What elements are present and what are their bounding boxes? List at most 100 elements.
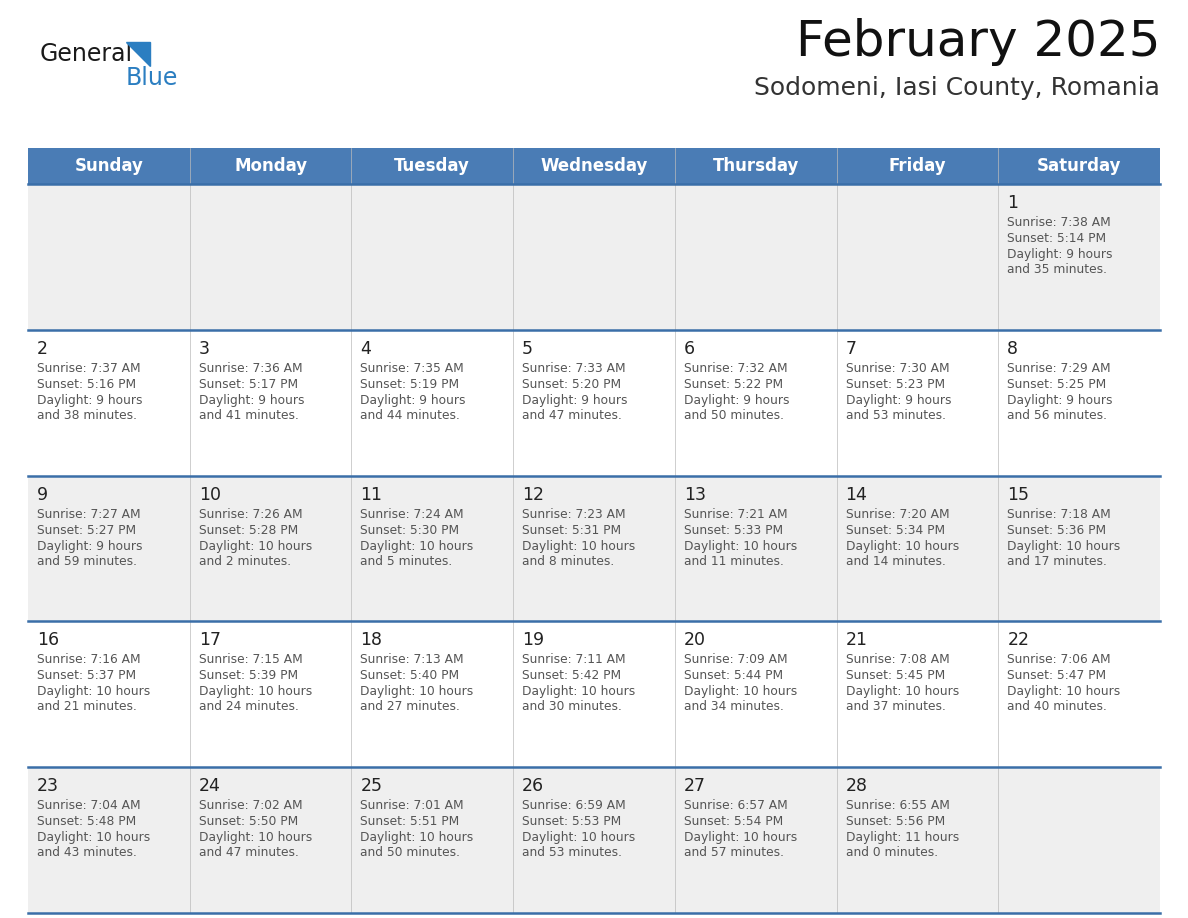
Text: Sunrise: 7:38 AM: Sunrise: 7:38 AM bbox=[1007, 216, 1111, 229]
Text: Sunrise: 6:59 AM: Sunrise: 6:59 AM bbox=[523, 800, 626, 812]
Text: Sunset: 5:30 PM: Sunset: 5:30 PM bbox=[360, 523, 460, 537]
Text: Daylight: 10 hours
and 47 minutes.: Daylight: 10 hours and 47 minutes. bbox=[198, 831, 312, 859]
Text: 17: 17 bbox=[198, 632, 221, 649]
Text: Daylight: 10 hours
and 21 minutes.: Daylight: 10 hours and 21 minutes. bbox=[37, 686, 150, 713]
Text: Sunset: 5:40 PM: Sunset: 5:40 PM bbox=[360, 669, 460, 682]
Text: Wednesday: Wednesday bbox=[541, 157, 647, 175]
Text: Daylight: 10 hours
and 24 minutes.: Daylight: 10 hours and 24 minutes. bbox=[198, 686, 312, 713]
Text: Sunrise: 7:06 AM: Sunrise: 7:06 AM bbox=[1007, 654, 1111, 666]
Bar bbox=[29, 184, 1159, 330]
Text: Sunset: 5:34 PM: Sunset: 5:34 PM bbox=[846, 523, 944, 537]
Text: Sunset: 5:47 PM: Sunset: 5:47 PM bbox=[1007, 669, 1106, 682]
Text: Thursday: Thursday bbox=[713, 157, 798, 175]
Text: Sunset: 5:53 PM: Sunset: 5:53 PM bbox=[523, 815, 621, 828]
Text: Sunrise: 7:26 AM: Sunrise: 7:26 AM bbox=[198, 508, 302, 521]
Text: Sunrise: 7:08 AM: Sunrise: 7:08 AM bbox=[846, 654, 949, 666]
Text: Sodomeni, Iasi County, Romania: Sodomeni, Iasi County, Romania bbox=[754, 76, 1159, 100]
Bar bbox=[29, 330, 1159, 476]
Text: Sunrise: 6:57 AM: Sunrise: 6:57 AM bbox=[684, 800, 788, 812]
Text: Daylight: 10 hours
and 57 minutes.: Daylight: 10 hours and 57 minutes. bbox=[684, 831, 797, 859]
Text: Sunset: 5:19 PM: Sunset: 5:19 PM bbox=[360, 378, 460, 391]
Bar bbox=[29, 476, 1159, 621]
Text: Friday: Friday bbox=[889, 157, 946, 175]
Text: Daylight: 10 hours
and 37 minutes.: Daylight: 10 hours and 37 minutes. bbox=[846, 686, 959, 713]
Text: Sunrise: 7:23 AM: Sunrise: 7:23 AM bbox=[523, 508, 626, 521]
Text: 10: 10 bbox=[198, 486, 221, 504]
Text: 18: 18 bbox=[360, 632, 383, 649]
Text: Sunset: 5:51 PM: Sunset: 5:51 PM bbox=[360, 815, 460, 828]
Text: Sunset: 5:20 PM: Sunset: 5:20 PM bbox=[523, 378, 621, 391]
Text: 27: 27 bbox=[684, 778, 706, 795]
Text: Sunrise: 7:33 AM: Sunrise: 7:33 AM bbox=[523, 362, 626, 375]
Text: Daylight: 10 hours
and 8 minutes.: Daylight: 10 hours and 8 minutes. bbox=[523, 540, 636, 567]
Text: 13: 13 bbox=[684, 486, 706, 504]
Text: 21: 21 bbox=[846, 632, 867, 649]
Text: Daylight: 10 hours
and 53 minutes.: Daylight: 10 hours and 53 minutes. bbox=[523, 831, 636, 859]
Text: Daylight: 9 hours
and 41 minutes.: Daylight: 9 hours and 41 minutes. bbox=[198, 394, 304, 421]
Text: Sunset: 5:39 PM: Sunset: 5:39 PM bbox=[198, 669, 298, 682]
Text: Daylight: 10 hours
and 27 minutes.: Daylight: 10 hours and 27 minutes. bbox=[360, 686, 474, 713]
Text: Daylight: 9 hours
and 47 minutes.: Daylight: 9 hours and 47 minutes. bbox=[523, 394, 627, 421]
Text: General: General bbox=[40, 42, 133, 66]
Text: Sunset: 5:33 PM: Sunset: 5:33 PM bbox=[684, 523, 783, 537]
Bar bbox=[29, 148, 1159, 184]
Text: Daylight: 10 hours
and 40 minutes.: Daylight: 10 hours and 40 minutes. bbox=[1007, 686, 1120, 713]
Text: 11: 11 bbox=[360, 486, 383, 504]
Text: Sunset: 5:48 PM: Sunset: 5:48 PM bbox=[37, 815, 137, 828]
Text: Sunrise: 7:11 AM: Sunrise: 7:11 AM bbox=[523, 654, 626, 666]
Text: Sunrise: 7:36 AM: Sunrise: 7:36 AM bbox=[198, 362, 302, 375]
Text: Sunday: Sunday bbox=[75, 157, 144, 175]
Text: Sunset: 5:27 PM: Sunset: 5:27 PM bbox=[37, 523, 137, 537]
Text: Sunset: 5:56 PM: Sunset: 5:56 PM bbox=[846, 815, 944, 828]
Text: Daylight: 10 hours
and 17 minutes.: Daylight: 10 hours and 17 minutes. bbox=[1007, 540, 1120, 567]
Text: Sunset: 5:50 PM: Sunset: 5:50 PM bbox=[198, 815, 298, 828]
Text: Sunrise: 7:20 AM: Sunrise: 7:20 AM bbox=[846, 508, 949, 521]
Text: Daylight: 10 hours
and 30 minutes.: Daylight: 10 hours and 30 minutes. bbox=[523, 686, 636, 713]
Text: 5: 5 bbox=[523, 340, 533, 358]
Text: #1a1a1a: #1a1a1a bbox=[40, 39, 46, 40]
Text: Tuesday: Tuesday bbox=[394, 157, 470, 175]
Text: Sunset: 5:28 PM: Sunset: 5:28 PM bbox=[198, 523, 298, 537]
Text: 7: 7 bbox=[846, 340, 857, 358]
Text: Sunrise: 7:09 AM: Sunrise: 7:09 AM bbox=[684, 654, 788, 666]
Bar bbox=[29, 621, 1159, 767]
Text: Sunrise: 7:01 AM: Sunrise: 7:01 AM bbox=[360, 800, 465, 812]
Text: Daylight: 9 hours
and 59 minutes.: Daylight: 9 hours and 59 minutes. bbox=[37, 540, 143, 567]
Text: Sunset: 5:36 PM: Sunset: 5:36 PM bbox=[1007, 523, 1106, 537]
Text: Daylight: 9 hours
and 44 minutes.: Daylight: 9 hours and 44 minutes. bbox=[360, 394, 466, 421]
Text: Daylight: 10 hours
and 2 minutes.: Daylight: 10 hours and 2 minutes. bbox=[198, 540, 312, 567]
Text: Sunset: 5:23 PM: Sunset: 5:23 PM bbox=[846, 378, 944, 391]
Text: Sunrise: 7:27 AM: Sunrise: 7:27 AM bbox=[37, 508, 140, 521]
Bar bbox=[29, 767, 1159, 913]
Text: Daylight: 9 hours
and 56 minutes.: Daylight: 9 hours and 56 minutes. bbox=[1007, 394, 1113, 421]
Text: Sunrise: 7:30 AM: Sunrise: 7:30 AM bbox=[846, 362, 949, 375]
Text: 4: 4 bbox=[360, 340, 372, 358]
Text: Daylight: 10 hours
and 5 minutes.: Daylight: 10 hours and 5 minutes. bbox=[360, 540, 474, 567]
Text: 16: 16 bbox=[37, 632, 59, 649]
Text: Sunrise: 7:35 AM: Sunrise: 7:35 AM bbox=[360, 362, 465, 375]
Text: Sunrise: 7:18 AM: Sunrise: 7:18 AM bbox=[1007, 508, 1111, 521]
Text: Sunset: 5:16 PM: Sunset: 5:16 PM bbox=[37, 378, 137, 391]
Text: February 2025: February 2025 bbox=[796, 18, 1159, 66]
Text: 2: 2 bbox=[37, 340, 48, 358]
Text: Daylight: 9 hours
and 35 minutes.: Daylight: 9 hours and 35 minutes. bbox=[1007, 248, 1113, 276]
Text: Sunset: 5:31 PM: Sunset: 5:31 PM bbox=[523, 523, 621, 537]
Text: Sunrise: 7:15 AM: Sunrise: 7:15 AM bbox=[198, 654, 303, 666]
Text: Sunrise: 7:29 AM: Sunrise: 7:29 AM bbox=[1007, 362, 1111, 375]
Text: 8: 8 bbox=[1007, 340, 1018, 358]
Text: Daylight: 10 hours
and 11 minutes.: Daylight: 10 hours and 11 minutes. bbox=[684, 540, 797, 567]
Text: 28: 28 bbox=[846, 778, 867, 795]
Text: Sunset: 5:44 PM: Sunset: 5:44 PM bbox=[684, 669, 783, 682]
Text: Sunrise: 7:02 AM: Sunrise: 7:02 AM bbox=[198, 800, 302, 812]
Text: Saturday: Saturday bbox=[1037, 157, 1121, 175]
Text: 6: 6 bbox=[684, 340, 695, 358]
Text: Sunrise: 7:37 AM: Sunrise: 7:37 AM bbox=[37, 362, 140, 375]
Text: Daylight: 10 hours
and 34 minutes.: Daylight: 10 hours and 34 minutes. bbox=[684, 686, 797, 713]
Text: Sunset: 5:25 PM: Sunset: 5:25 PM bbox=[1007, 378, 1106, 391]
Text: 20: 20 bbox=[684, 632, 706, 649]
Text: Daylight: 11 hours
and 0 minutes.: Daylight: 11 hours and 0 minutes. bbox=[846, 831, 959, 859]
Polygon shape bbox=[126, 42, 150, 66]
Text: Sunrise: 7:24 AM: Sunrise: 7:24 AM bbox=[360, 508, 465, 521]
Text: 9: 9 bbox=[37, 486, 49, 504]
Text: Daylight: 9 hours
and 38 minutes.: Daylight: 9 hours and 38 minutes. bbox=[37, 394, 143, 421]
